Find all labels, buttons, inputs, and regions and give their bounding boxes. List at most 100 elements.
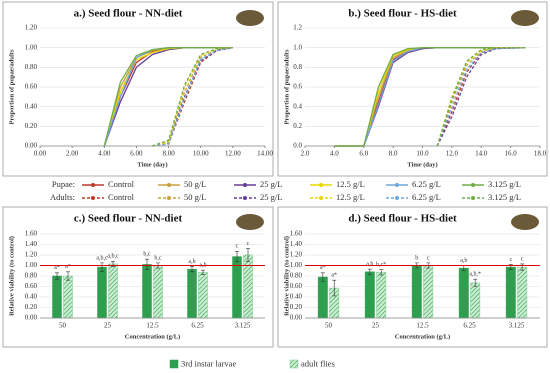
legend-marker xyxy=(471,183,475,187)
series-line xyxy=(152,47,233,147)
legend-label: 6.25 g/L xyxy=(412,179,441,189)
x-tick-label: 25 xyxy=(104,322,112,330)
series-line xyxy=(103,47,233,147)
error-bar xyxy=(332,279,337,297)
bar xyxy=(458,267,469,319)
x-tick-label: 4.00 xyxy=(98,150,111,158)
y-tick-label: 1.40 xyxy=(25,240,38,248)
significance-label: c xyxy=(509,257,512,263)
y-tick-label: 0.00 xyxy=(25,314,38,322)
series-line xyxy=(103,47,233,147)
x-tick-label: 8.0 xyxy=(389,150,398,158)
legend-group-label: Pupae: xyxy=(52,179,75,189)
x-tick-label: 2.0 xyxy=(301,150,310,158)
y-tick-label: 1.00 xyxy=(25,261,38,269)
seed-icons xyxy=(236,10,539,230)
legend-swatch xyxy=(169,359,179,369)
y-tick-label: 0.80 xyxy=(25,63,38,71)
legend-label: adult flies xyxy=(301,358,335,368)
series-line xyxy=(103,47,233,147)
panel-title: a.) Seed flour - NN-diet xyxy=(74,8,183,20)
significance-label: b,c xyxy=(143,252,151,258)
bar xyxy=(376,272,387,319)
error-bar xyxy=(235,251,239,263)
x-axis-title: Time (day) xyxy=(407,161,437,168)
bar xyxy=(364,271,375,319)
error-bar xyxy=(246,248,250,262)
error-bar xyxy=(379,269,384,276)
panel-title: d.) Seed flour - HS-diet xyxy=(348,213,457,225)
legend-marker xyxy=(243,183,247,187)
significance-label: a* xyxy=(54,265,60,271)
bar xyxy=(470,282,481,319)
significance-label: a,b,c xyxy=(107,254,119,260)
bar xyxy=(317,276,328,319)
series-line xyxy=(334,47,526,147)
y-tick-label: 1.60 xyxy=(25,230,38,238)
frames xyxy=(2,1,548,348)
legend-marker xyxy=(167,196,171,200)
error-bar xyxy=(190,266,194,273)
y-tick-label: 0.80 xyxy=(25,272,38,280)
legend-label: 12.5 g/L xyxy=(336,179,365,189)
bar xyxy=(411,265,422,319)
panel: c.) Seed flour - NN-diet Relative viabili… xyxy=(8,213,265,340)
y-tick-label: 0.60 xyxy=(25,83,38,91)
x-tick-label: 50 xyxy=(325,322,333,330)
y-axis-title: Proportion of pupae/adults xyxy=(8,49,15,124)
panel-title: c.) Seed flour - NN-diet xyxy=(74,213,183,225)
x-tick-label: 6.0 xyxy=(359,150,368,158)
legend-marker xyxy=(471,196,475,200)
x-tick-label: 12.00 xyxy=(225,150,241,158)
y-tick-label: 0.4 xyxy=(293,102,302,110)
error-bar xyxy=(100,262,104,272)
y-tick-label: 0.00 xyxy=(290,314,303,322)
significance-label: a* xyxy=(65,264,71,270)
x-tick-label: 0.00 xyxy=(34,150,47,158)
legend-label: 12.5 g/L xyxy=(336,192,365,202)
legend-label: 50 g/L xyxy=(184,192,206,202)
x-tick-label: 14.00 xyxy=(257,150,273,158)
y-axis-title: Proportion of pupae/adults xyxy=(283,49,290,124)
legend-marker xyxy=(319,183,323,187)
significance-label: c xyxy=(427,255,430,261)
significance-label: c xyxy=(247,241,250,247)
y-tick-label: 1.40 xyxy=(290,240,303,248)
bar xyxy=(187,268,197,319)
significance-label: a,b xyxy=(460,258,467,264)
x-tick-label: 12.0 xyxy=(446,150,459,158)
x-tick-label: 6.25 xyxy=(191,322,204,330)
x-axis-title: Concentration (g/L) xyxy=(395,333,450,340)
error-bar xyxy=(145,258,149,270)
y-tick-label: 0.0 xyxy=(293,142,302,150)
x-tick-label: 2.00 xyxy=(66,150,79,158)
error-bar xyxy=(55,272,59,280)
legend-label: 3.125 g/L xyxy=(488,179,521,189)
series-line xyxy=(334,47,526,147)
significance-label: a* xyxy=(320,265,326,271)
legend-group-label: Adults: xyxy=(50,192,75,202)
legend-label: 25 g/L xyxy=(260,179,282,189)
legend-label: 6.25 g/L xyxy=(412,192,441,202)
bar xyxy=(142,264,152,319)
bar xyxy=(423,265,434,319)
bar xyxy=(52,275,62,319)
y-tick-label: 1.2 xyxy=(293,24,302,32)
series-line xyxy=(334,47,526,147)
error-bar xyxy=(66,271,70,281)
panel: a.) Seed flour - NN-diet Proportion of pu… xyxy=(8,8,273,169)
x-tick-label: 12.5 xyxy=(146,322,159,330)
series-line xyxy=(334,47,526,147)
legend-label: Control xyxy=(108,179,135,189)
series-line xyxy=(152,47,234,147)
y-tick-label: 0.40 xyxy=(25,102,38,110)
series-line xyxy=(436,47,526,147)
legend-marker xyxy=(243,196,247,200)
significance-label: a,b xyxy=(188,259,195,265)
legend-label: Control xyxy=(108,192,135,202)
bar xyxy=(108,263,118,319)
legend-label: 3.125 g/L xyxy=(488,192,521,202)
legend-marker xyxy=(167,183,171,187)
